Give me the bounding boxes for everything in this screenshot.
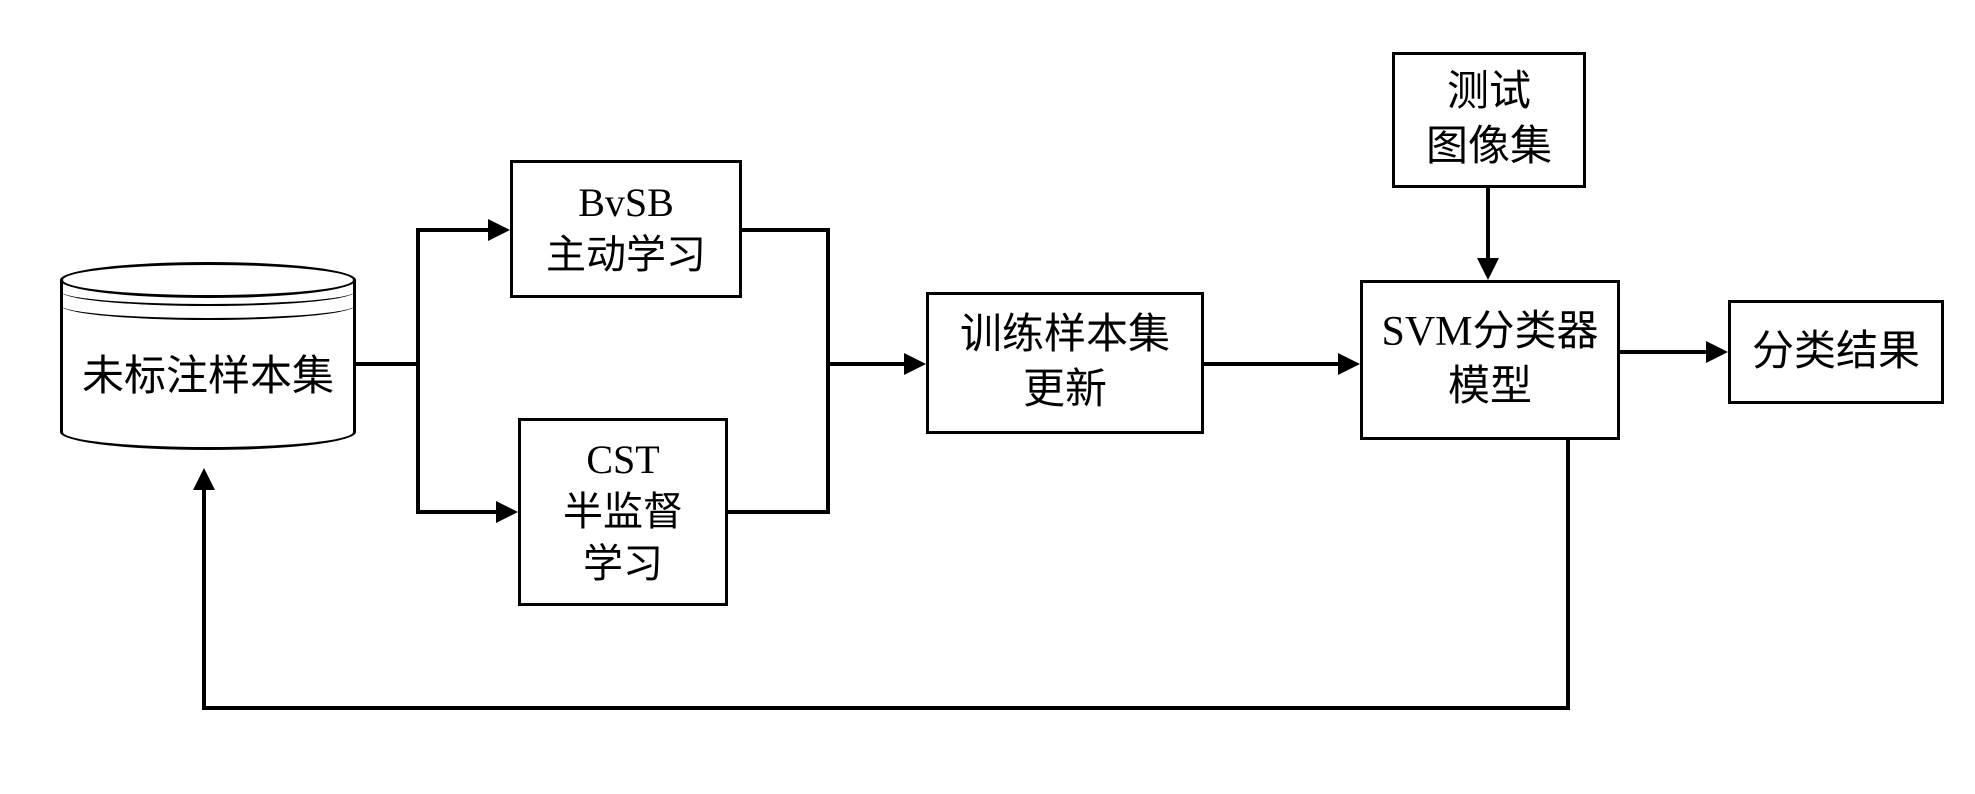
arrow-to-bvsb [488,219,510,241]
node-cst-line1: CST [586,434,659,486]
node-svm-line2: 模型 [1448,360,1532,415]
node-svm: SVM分类器 模型 [1360,280,1620,440]
node-cst: CST 半监督 学习 [518,418,728,606]
node-unlabeled-label: 未标注样本集 [82,342,334,403]
edge-to-cst [416,510,496,514]
node-cst-line2: 半监督 [563,486,683,538]
node-train: 训练样本集 更新 [926,292,1204,434]
node-result: 分类结果 [1728,300,1944,404]
node-train-line1: 训练样本集 [960,308,1170,363]
edge-bvsb-out [742,228,830,232]
node-test-line2: 图像集 [1426,120,1552,175]
edge-feedback-horiz [202,706,1570,710]
edge-to-train [826,362,904,366]
arrow-train-svm [1338,353,1360,375]
edge-cst-out [728,510,830,514]
node-test-line1: 测试 [1447,65,1531,120]
node-bvsb: BvSB 主动学习 [510,160,742,298]
node-svm-line1: SVM分类器 [1381,305,1598,360]
arrow-test-svm [1477,258,1499,280]
edge-merge-vertical [826,228,830,514]
node-test: 测试 图像集 [1392,52,1586,188]
node-unlabeled: 未标注样本集 [60,280,356,450]
edge-to-bvsb [416,228,488,232]
node-bvsb-line1: BvSB [578,177,674,229]
edge-feedback-up [202,490,206,710]
edge-train-svm [1204,362,1338,366]
arrow-to-cst [496,501,518,523]
arrow-feedback [193,468,215,490]
node-bvsb-line2: 主动学习 [546,229,706,281]
arrow-svm-result [1706,341,1728,363]
node-result-label: 分类结果 [1752,325,1920,380]
edge-test-svm [1486,188,1490,258]
arrow-to-train [904,353,926,375]
node-train-line2: 更新 [1023,363,1107,418]
edge-unlabeled-out [356,362,416,366]
edge-split-vertical [416,228,420,514]
node-cst-line3: 学习 [583,538,663,590]
edge-feedback-down [1566,440,1570,710]
edge-svm-result [1620,350,1706,354]
